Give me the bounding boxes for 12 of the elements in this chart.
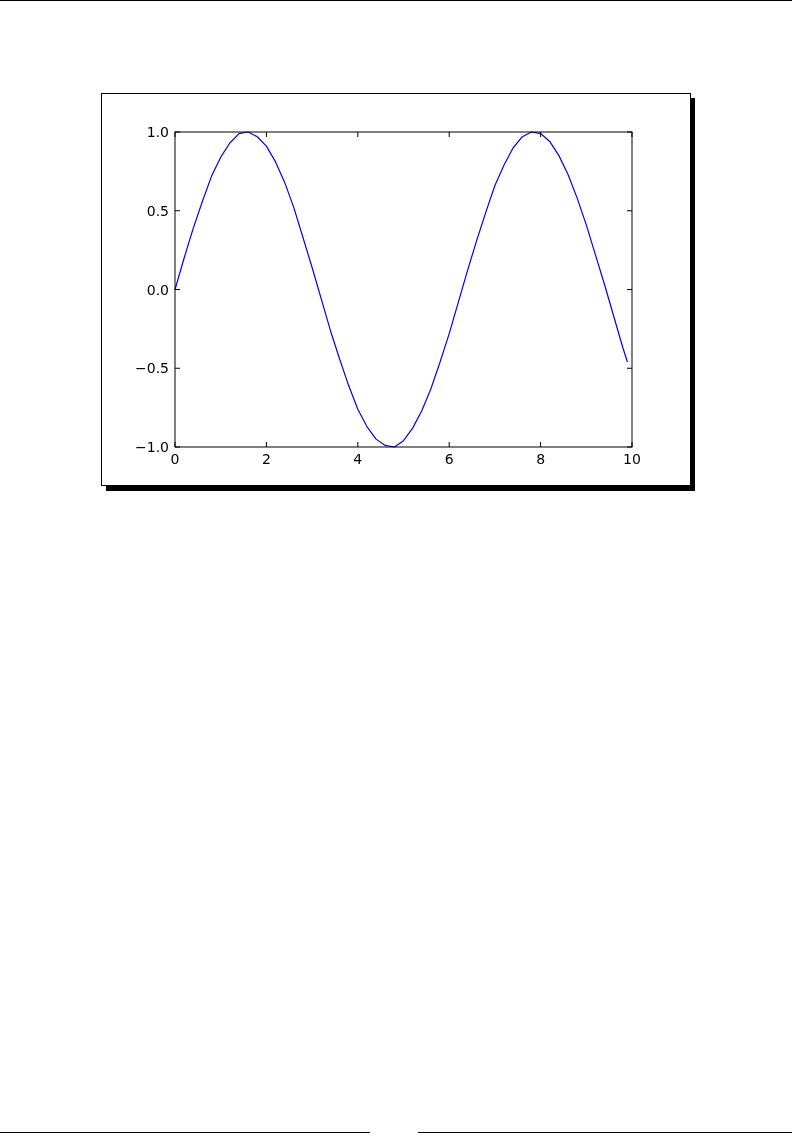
x-tick-label: 2 [261, 451, 271, 467]
x-tick-label: 0 [170, 451, 180, 467]
line-series [174, 131, 629, 448]
y-tick-label: −1.0 [135, 439, 169, 455]
y-tick-label: 1.0 [146, 124, 169, 140]
x-tick-label: 6 [444, 451, 454, 467]
x-tick-label: 4 [353, 451, 363, 467]
x-tick-label: 10 [623, 451, 641, 467]
y-tick-label: 0.0 [146, 281, 169, 298]
x-tick-label: 8 [536, 451, 546, 467]
y-tick-label: 0.5 [146, 202, 169, 219]
y-tick-label: −0.5 [135, 360, 169, 377]
